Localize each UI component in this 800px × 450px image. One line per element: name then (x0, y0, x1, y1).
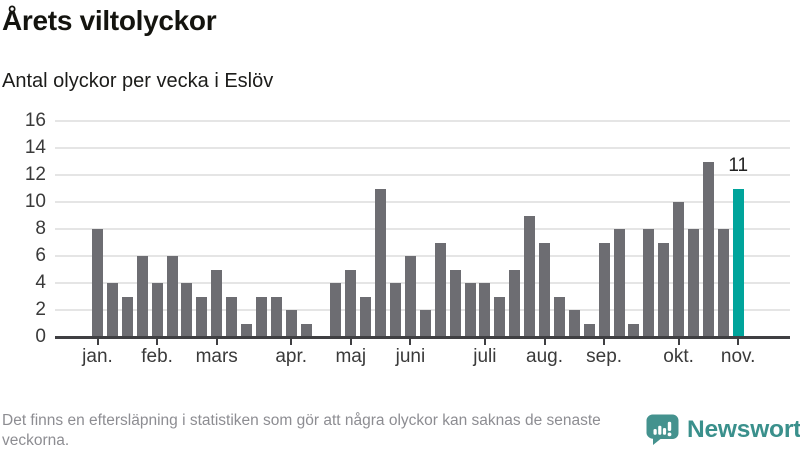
x-tick (156, 338, 159, 345)
bar-week-24 (434, 242, 446, 337)
bar-week-32 (553, 296, 565, 337)
bar-week-5 (151, 283, 163, 337)
y-tick-label: 4 (35, 272, 46, 293)
bar-week-11 (241, 323, 252, 337)
x-axis-line (55, 336, 790, 339)
bar-week-28 (494, 296, 506, 337)
x-tick (603, 338, 606, 345)
page-title: Årets viltolyckor (2, 5, 217, 36)
bar-week-18 (345, 269, 357, 337)
x-tick (215, 338, 218, 345)
bar-week-1 (92, 229, 103, 337)
bar-week-8 (196, 296, 208, 337)
y-tick-label: 10 (24, 191, 46, 212)
x-tick-label-maj: maj (335, 346, 367, 367)
bar-week-15 (300, 323, 312, 337)
bar-week-13 (270, 296, 282, 337)
x-tick-label-sep: sep. (586, 346, 623, 367)
bar-week-7 (181, 283, 193, 337)
x-tick (290, 338, 293, 345)
bar-week-17 (330, 283, 342, 337)
y-tick-label: 14 (24, 137, 46, 158)
bar-week-14 (285, 310, 297, 337)
bar-week-42 (702, 161, 714, 337)
highlight-value-label: 11 (728, 155, 749, 176)
bar-week-9 (211, 269, 223, 337)
gridline (55, 147, 790, 149)
gridline (55, 255, 790, 257)
bar-week-41 (688, 229, 699, 337)
y-tick-label: 2 (35, 299, 46, 320)
x-tick (96, 338, 99, 345)
logo-text: Newsworthy (687, 415, 800, 443)
bar-week-23 (419, 310, 431, 337)
x-tick-label-nov: nov. (720, 346, 756, 367)
y-tick-label: 16 (24, 110, 46, 131)
bar-week-39 (658, 242, 670, 337)
bar-week-35 (598, 242, 610, 337)
bar-week-36 (613, 229, 625, 337)
x-tick-label-feb: feb. (141, 346, 173, 367)
bar-chart-exclamation-icon (646, 414, 679, 445)
x-tick-label-jan: jan. (82, 346, 113, 367)
bar-week-26 (464, 283, 476, 337)
x-tick (409, 338, 412, 345)
bar-week-38 (643, 229, 655, 337)
gridline (55, 174, 790, 176)
x-tick (543, 338, 546, 345)
y-tick-label: 8 (35, 218, 46, 239)
bar-week-21 (390, 283, 401, 337)
bar-week-31 (539, 242, 550, 337)
x-tick-label-apr: apr. (275, 346, 308, 367)
bar-week-30 (524, 215, 536, 337)
bar-week-4 (136, 256, 148, 337)
gridline (55, 228, 790, 230)
bar-week-6 (166, 256, 178, 337)
bar-week-19 (360, 296, 372, 337)
x-tick (677, 338, 680, 345)
x-tick (737, 338, 740, 345)
x-tick-label-okt: okt. (663, 346, 694, 367)
x-tick (349, 338, 352, 345)
x-tick-label-aug: aug. (526, 346, 563, 367)
bar-week-2 (106, 283, 118, 337)
bar-week-10 (226, 296, 238, 337)
y-tick-label: 6 (35, 245, 46, 266)
bar-week-3 (121, 296, 133, 337)
bar-week-34 (583, 323, 595, 337)
y-tick-label: 12 (24, 164, 46, 185)
bar-week-44 (732, 188, 744, 337)
bar-week-29 (509, 269, 521, 337)
gridline (55, 282, 790, 284)
y-tick-label: 0 (35, 326, 46, 347)
x-tick (483, 338, 486, 345)
bar-week-12 (255, 296, 267, 337)
bar-week-43 (717, 229, 729, 337)
bar-week-40 (673, 202, 685, 337)
chart-subtitle: Antal olyckor per vecka i Eslöv (2, 70, 274, 92)
x-tick-label-juli: juli (473, 346, 497, 367)
bar-week-20 (375, 188, 387, 337)
gridline (55, 120, 790, 122)
bar-week-27 (479, 283, 491, 337)
footnote: Det finns en eftersläpning i statistiken… (2, 412, 601, 449)
bar-week-22 (404, 256, 416, 337)
bar-week-25 (449, 269, 461, 337)
x-tick-label-mars: mars (195, 346, 238, 367)
bar-week-37 (628, 323, 640, 337)
newsworthy-logo: Newsworthy (646, 414, 800, 445)
gridline (55, 201, 790, 203)
bar-week-33 (568, 310, 580, 337)
x-tick-label-juni: juni (395, 346, 426, 367)
